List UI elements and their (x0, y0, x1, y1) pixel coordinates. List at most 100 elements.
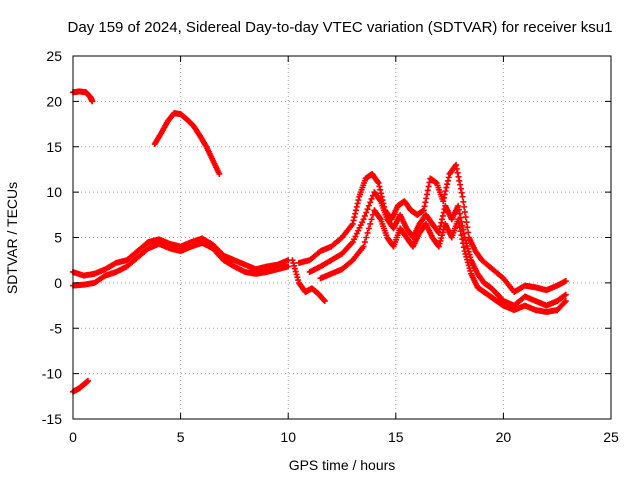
data-point (352, 210, 359, 217)
data-point (445, 174, 452, 181)
data-point (460, 244, 467, 251)
data-point (461, 248, 468, 255)
data-point (460, 240, 467, 247)
data-point (355, 197, 362, 204)
data-point (442, 187, 449, 194)
data-point (435, 243, 442, 250)
series-track-f (289, 257, 328, 305)
data-point (363, 234, 370, 241)
data-point (455, 173, 462, 180)
data-point (321, 298, 328, 305)
data-point (465, 229, 472, 236)
data-point (456, 224, 463, 231)
data-point (453, 161, 460, 168)
data-point (562, 278, 569, 285)
data-point (464, 256, 471, 263)
data-point (562, 298, 569, 305)
data-point (439, 216, 446, 223)
series-track-a (70, 88, 96, 105)
data-point (457, 181, 464, 188)
data-point (460, 198, 467, 205)
data-point (437, 237, 444, 244)
data-point (456, 177, 463, 184)
data-point (443, 184, 450, 191)
series-track-g (295, 161, 569, 295)
data-point (285, 263, 292, 270)
data-point (360, 216, 367, 223)
x-tick-labels: 0 5 10 15 20 25 (69, 429, 619, 445)
y-tick-label: -5 (50, 320, 63, 336)
data-point (376, 215, 383, 222)
data-point (367, 199, 374, 206)
data-point (457, 185, 464, 192)
data-point (364, 229, 371, 236)
data-point (439, 229, 446, 236)
data-point (360, 243, 367, 250)
data-point (216, 170, 223, 177)
data-point (421, 203, 428, 210)
data-point (89, 98, 96, 105)
data-point (424, 191, 431, 198)
data-point (423, 195, 430, 202)
data-point (441, 191, 448, 198)
data-point (466, 265, 473, 272)
x-tick-label: 0 (69, 429, 77, 445)
data-point (377, 186, 384, 193)
data-point (455, 216, 462, 223)
data-point (561, 299, 568, 306)
data-point (376, 197, 383, 204)
y-axis-label: SDTVAR / TECUs (4, 182, 20, 294)
data-point (368, 195, 375, 202)
data-point (459, 193, 466, 200)
data-point (465, 262, 472, 269)
y-tick-label: 25 (46, 48, 62, 64)
axis-ticks (72, 55, 612, 420)
data-point (438, 219, 445, 226)
data-point (455, 202, 462, 209)
data-point (424, 187, 431, 194)
data-point (353, 203, 360, 210)
y-tick-label: 20 (46, 93, 62, 109)
x-tick-label: 10 (280, 429, 296, 445)
data-point (354, 200, 361, 207)
data-point (364, 206, 371, 213)
data-point (467, 267, 474, 274)
data-point (438, 235, 445, 242)
x-tick-label: 25 (603, 429, 619, 445)
series-track-b (151, 110, 223, 177)
data-point (444, 181, 451, 188)
data-point (290, 260, 297, 267)
data-point (462, 214, 469, 221)
data-point (293, 271, 300, 278)
series-track-e (70, 239, 292, 289)
data-point (453, 165, 460, 172)
data-point (456, 220, 463, 227)
data-point (462, 250, 469, 257)
data-point (375, 180, 382, 187)
data-point (363, 209, 370, 216)
data-point (454, 169, 461, 176)
data-point (463, 253, 470, 260)
data-point (464, 243, 471, 250)
y-tick-label: -10 (42, 366, 62, 382)
x-tick-label: 15 (388, 429, 404, 445)
data-point (461, 208, 468, 215)
data-point (367, 220, 374, 227)
data-point (292, 268, 299, 275)
data-point (361, 239, 368, 246)
data-point (361, 212, 368, 219)
data-point (461, 203, 468, 210)
data-point (368, 216, 375, 223)
chart-title: Day 159 of 2024, Sidereal Day-to-day VTE… (68, 19, 613, 36)
data-point (436, 240, 443, 247)
y-tick-label: 5 (54, 230, 62, 246)
data-point (420, 207, 427, 214)
data-point (562, 291, 569, 298)
data-point (349, 220, 356, 227)
data-point (352, 207, 359, 214)
data-point (291, 265, 298, 272)
data-point (464, 245, 471, 252)
data-point (85, 377, 92, 384)
data-point (459, 236, 466, 243)
